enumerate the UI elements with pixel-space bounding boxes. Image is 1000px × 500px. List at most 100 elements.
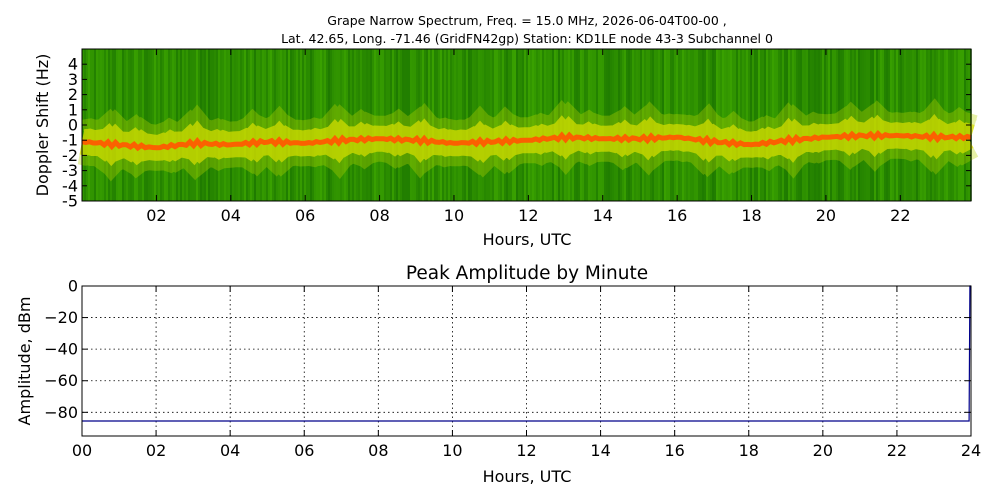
spectrogram-texture-column [472, 49, 474, 201]
spectrogram-texture-column [604, 49, 606, 201]
spectrogram-texture-column [382, 49, 384, 201]
spectrogram-texture-column [376, 49, 378, 201]
spectrogram-texture-column [184, 49, 186, 201]
spectrogram-texture-column [522, 49, 524, 201]
spectrogram-texture-column [460, 49, 462, 201]
spectrogram-x-tick-label: 08 [369, 206, 389, 225]
spectrogram-texture-column [148, 49, 150, 201]
spectrogram-texture-column [488, 49, 490, 201]
spectrogram-texture-column [92, 49, 94, 201]
spectrogram-texture-column [746, 49, 748, 201]
spectrogram-texture-column [378, 49, 380, 201]
spectrogram-texture-column [686, 49, 688, 201]
amplitude-panel: Peak Amplitude by Minute 00 02 04 06 08 10 12 1… [15, 263, 981, 486]
amplitude-x-tick-label: 12 [516, 441, 536, 460]
spectrogram-texture-column [90, 49, 92, 201]
spectrogram-texture-column [156, 49, 158, 201]
spectrogram-texture-column [142, 49, 144, 201]
amplitude-x-tick-label: 10 [442, 441, 462, 460]
spectrogram-texture-column [180, 49, 182, 201]
spectrogram-texture-column [234, 49, 236, 201]
spectrogram-x-tick-label: 14 [593, 206, 613, 225]
spectrogram-texture-column [402, 49, 404, 201]
spectrogram-texture-column [134, 49, 136, 201]
spectrogram-texture-column [292, 49, 294, 201]
spectrogram-texture-column [144, 49, 146, 201]
spectrogram-texture-column [208, 49, 210, 201]
spectrogram-texture-column [450, 49, 452, 201]
spectrogram-texture-column [146, 49, 148, 201]
spectrogram-texture-column [534, 49, 536, 201]
spectrogram-texture-column [532, 49, 534, 201]
spectrogram-ridge [77, 98, 979, 182]
spectrogram-texture-column [432, 49, 434, 201]
spectrogram-texture-column [304, 49, 306, 201]
spectrogram-texture-column [274, 49, 276, 201]
spectrogram-texture-column [314, 49, 316, 201]
spectrogram-texture-column [548, 49, 550, 201]
spectrogram-texture-column [452, 49, 454, 201]
spectrogram-texture-column [726, 49, 728, 201]
spectrogram-texture-column [724, 49, 726, 201]
spectrogram-texture-column [192, 49, 194, 201]
spectrogram-texture-column [226, 49, 228, 201]
spectrogram-texture-column [404, 49, 406, 201]
spectrogram-texture-column [454, 49, 456, 201]
spectrogram-y-tick-label: 1 [68, 100, 78, 119]
spectrogram-texture-column [410, 49, 412, 201]
spectrogram-texture-column [158, 49, 160, 201]
spectrogram-texture-column [182, 49, 184, 201]
spectrogram-texture-column [458, 49, 460, 201]
spectrogram-texture-column [388, 49, 390, 201]
spectrogram-texture-column [434, 49, 436, 201]
spectrogram-texture-column [524, 49, 526, 201]
spectrogram-texture-column [760, 49, 762, 201]
spectrogram-texture-column [202, 49, 204, 201]
spectrogram-x-ticks: 02 04 06 08 10 12 14 16 18 20 22 [146, 49, 911, 225]
spectrogram-texture-column [214, 49, 216, 201]
spectrogram-texture-column [154, 49, 156, 201]
spectrogram-texture-column [132, 49, 134, 201]
spectrogram-texture-column [438, 49, 440, 201]
spectrogram-texture-column [204, 49, 206, 201]
amplitude-y-tick-label: 0 [68, 277, 78, 296]
spectrogram-y-tick-label: -5 [62, 192, 78, 211]
spectrogram-x-tick-label: 06 [295, 206, 315, 225]
spectrogram-texture-column [518, 49, 520, 201]
spectrogram-texture-column [98, 49, 100, 201]
amplitude-x-tick-label: 00 [72, 441, 92, 460]
amplitude-x-tick-label: 24 [961, 441, 981, 460]
amplitude-y-ticks: 0 −20 −40 −60 −80 [44, 277, 971, 422]
spectrogram-texture-column [754, 49, 756, 201]
spectrogram-texture-column [350, 49, 352, 201]
amplitude-x-tick-label: 20 [813, 441, 833, 460]
spectrogram-texture-column [136, 49, 138, 201]
spectrogram-texture-column [88, 49, 90, 201]
spectrogram-texture-column [374, 49, 376, 201]
spectrogram-texture-column [520, 49, 522, 201]
spectrogram-texture-column [530, 49, 532, 201]
spectrogram-texture-column [768, 49, 770, 201]
spectrogram-texture-column [354, 49, 356, 201]
spectrogram-texture-column [166, 49, 168, 201]
spectrogram-texture-column [758, 49, 760, 201]
spectrogram-x-tick-label: 10 [444, 206, 464, 225]
amplitude-x-tick-label: 14 [590, 441, 610, 460]
amplitude-x-tick-label: 16 [664, 441, 684, 460]
spectrogram-texture-column [730, 49, 732, 201]
spectrogram-texture-column [692, 49, 694, 201]
spectrogram-texture-column [206, 49, 208, 201]
spectrogram-texture-column [224, 49, 226, 201]
spectrogram-texture-column [762, 49, 764, 201]
spectrogram-texture-column [738, 49, 740, 201]
spectrogram-texture-column [164, 49, 166, 201]
spectrogram-texture-column [770, 49, 772, 201]
spectrogram-texture-column [160, 49, 162, 201]
spectrogram-texture-column [466, 49, 468, 201]
spectrogram-texture-column [176, 49, 178, 201]
spectrogram-texture-column [752, 49, 754, 201]
spectrogram-texture-column [468, 49, 470, 201]
spectrogram-texture-column [718, 49, 720, 201]
spectrogram-texture-column [116, 49, 118, 201]
amplitude-y-tick-label: −80 [44, 403, 78, 422]
